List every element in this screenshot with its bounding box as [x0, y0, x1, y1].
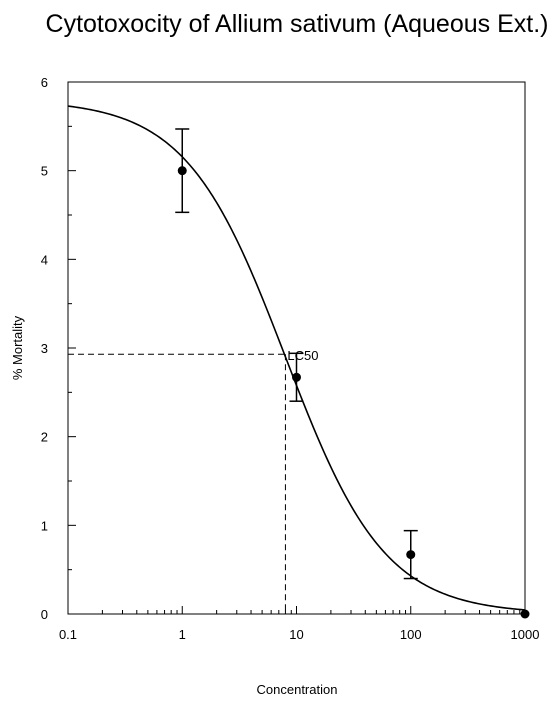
y-tick-label: 6	[41, 75, 48, 90]
lc50-guide-lines	[68, 353, 286, 614]
x-axis-label: Concentration	[257, 682, 338, 697]
data-points	[175, 128, 530, 619]
y-tick-label: 1	[41, 518, 48, 533]
x-tick-label: 1000	[511, 627, 540, 642]
data-point	[292, 372, 301, 382]
x-axis: 0.1 1 10 100 1000	[59, 606, 540, 642]
x-tick-label: 0.1	[59, 627, 77, 642]
lc50-label: LC50	[287, 348, 318, 363]
y-tick-label: 2	[41, 430, 48, 445]
data-point	[406, 550, 416, 560]
y-tick-label: 5	[41, 164, 48, 179]
y-tick-label: 3	[41, 341, 48, 356]
x-tick-label: 10	[289, 627, 303, 642]
y-axis-label: % Mortality	[10, 315, 25, 380]
x-tick-label: 100	[400, 627, 422, 642]
chart-title: Cytotoxocity of Allium sativum (Aqueous …	[46, 10, 549, 38]
annotations: LC50	[287, 348, 318, 363]
y-tick-label: 4	[41, 252, 48, 267]
x-tick-label: 1	[179, 627, 186, 642]
data-point	[520, 609, 530, 619]
y-axis: 0 1 2 3 4 5 6	[41, 75, 76, 622]
y-tick-label: 0	[41, 607, 48, 622]
data-point	[177, 166, 187, 176]
